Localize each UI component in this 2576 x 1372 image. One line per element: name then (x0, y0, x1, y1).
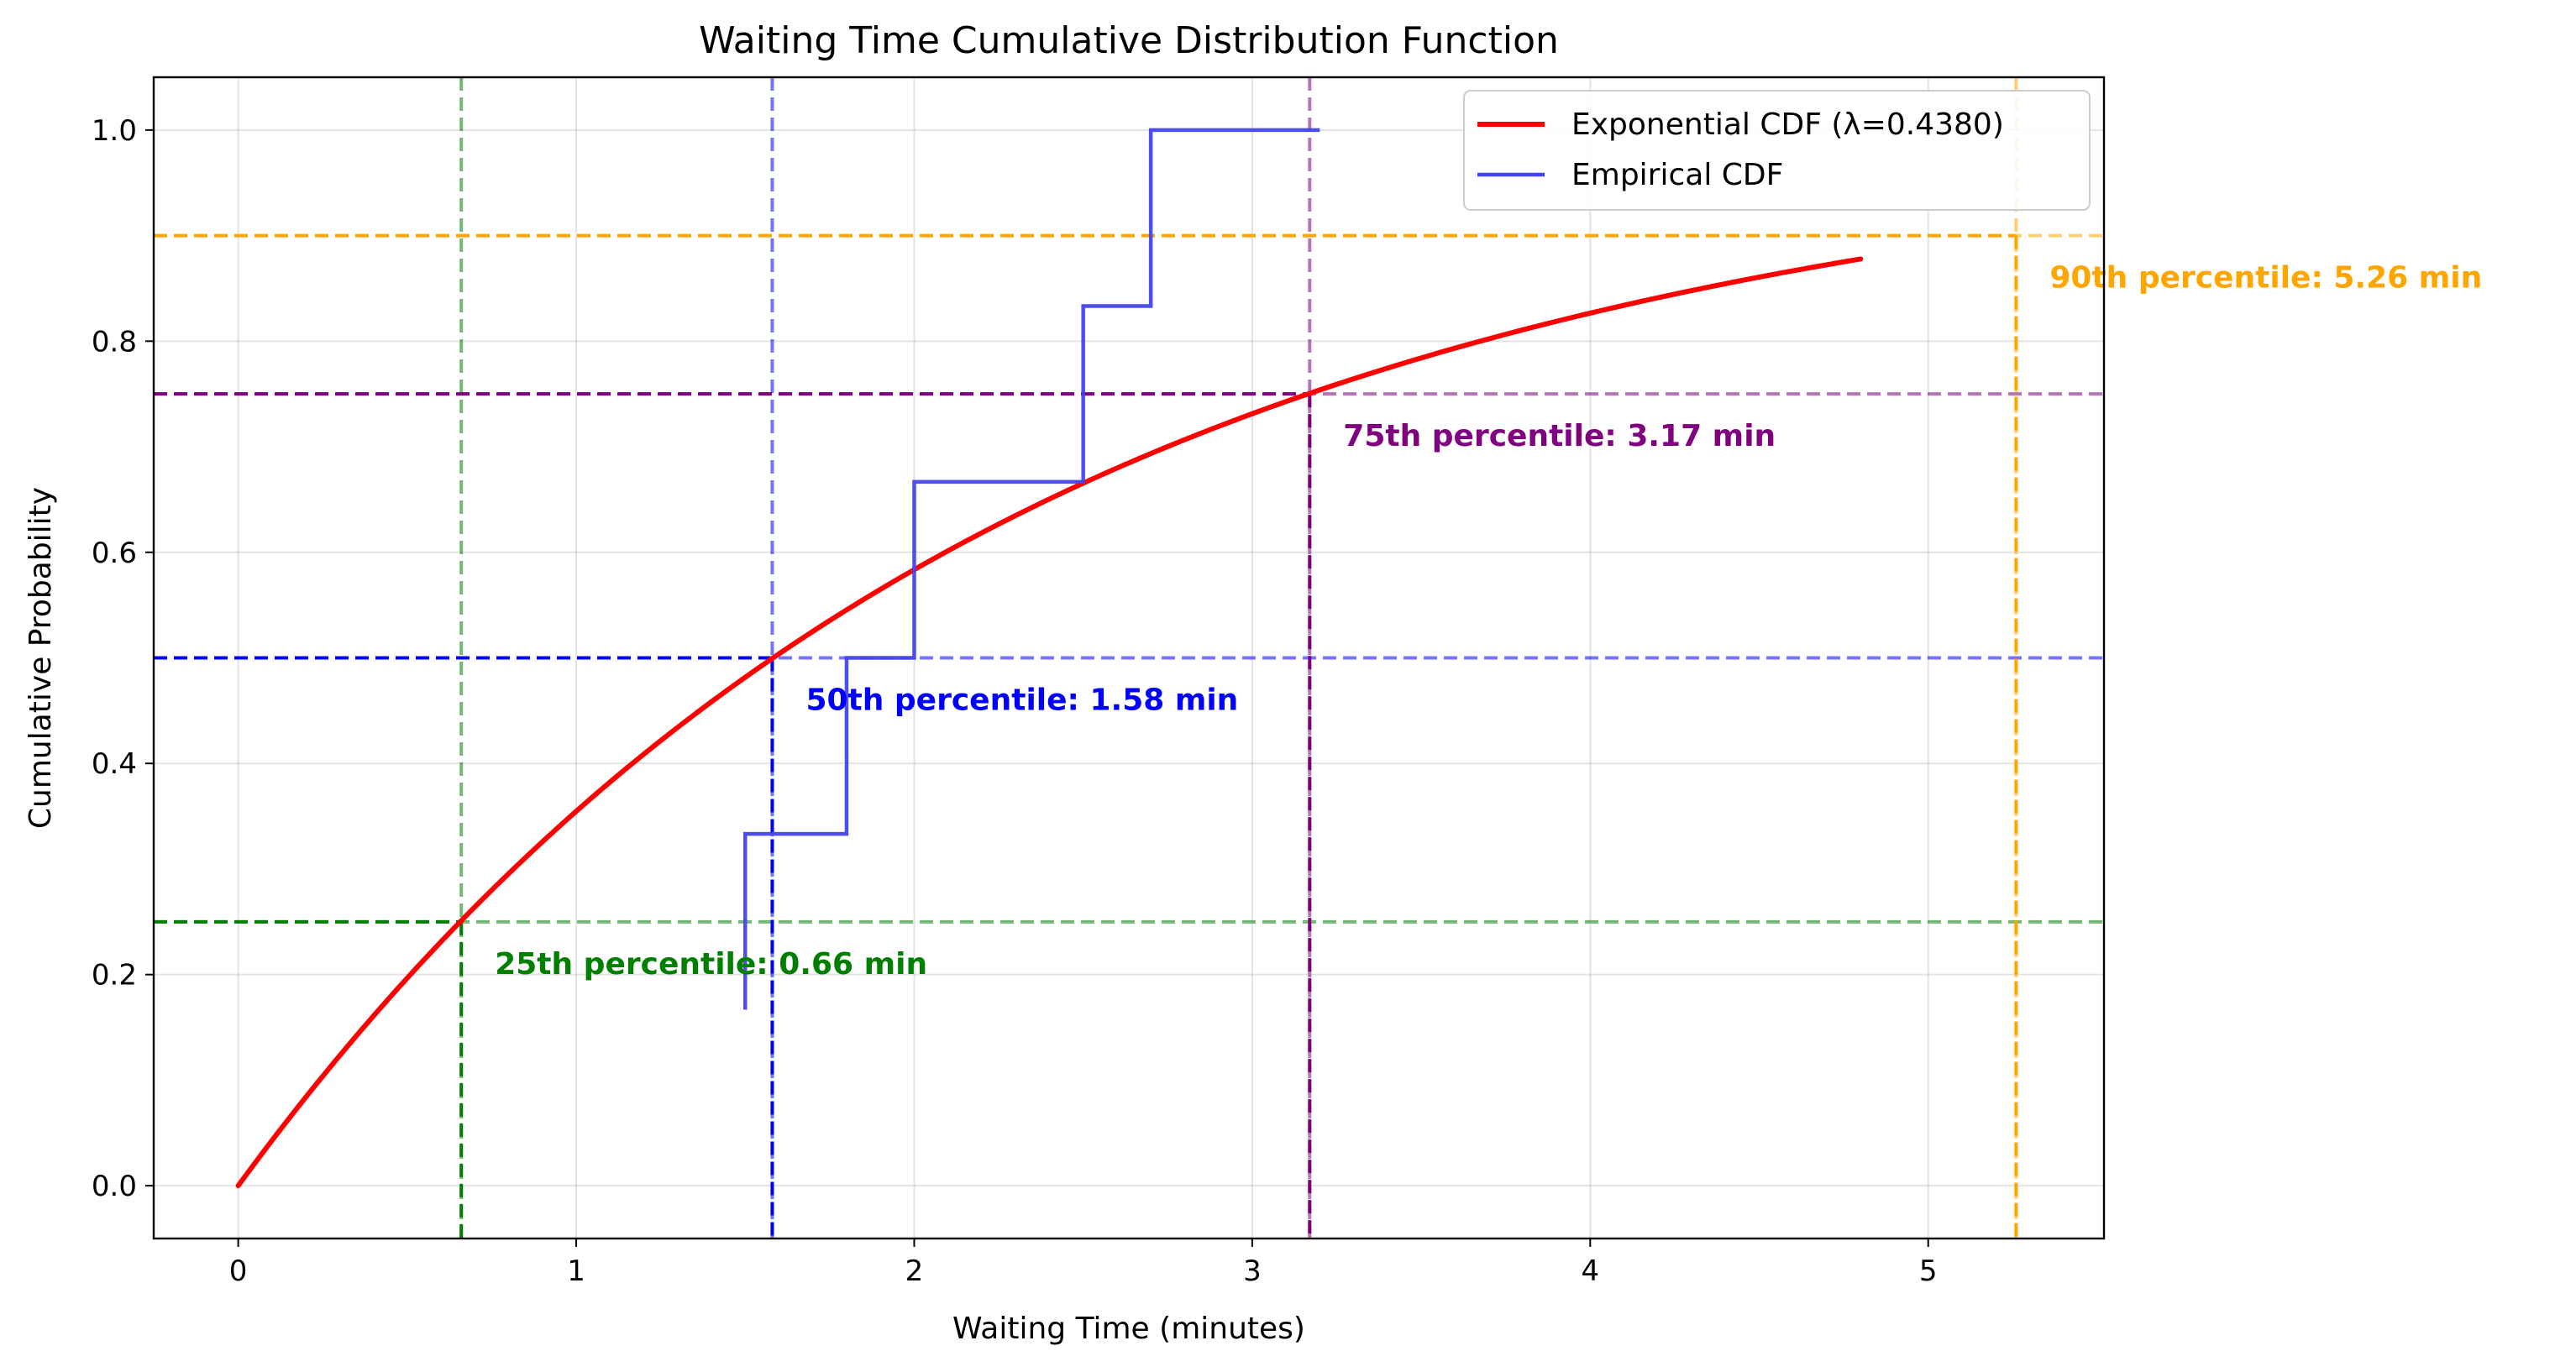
y-tick-label: 0.8 (92, 325, 137, 359)
legend: Exponential CDF (λ=0.4380) Empirical CDF (1463, 90, 2091, 211)
legend-label: Empirical CDF (1571, 158, 1783, 192)
series-layer (235, 128, 1864, 1189)
percentile-annotation: 90th percentile: 5.26 min (2049, 261, 2482, 296)
legend-label: Exponential CDF (λ=0.4380) (1571, 107, 2004, 142)
plot-area-frame (152, 76, 2106, 1240)
y-tick-label: 1.0 (92, 114, 137, 148)
y-tick-label: 0.6 (92, 537, 137, 570)
legend-box (1463, 90, 2091, 211)
percentile-reference-lines (154, 77, 2104, 1238)
exponential-cdf-line (235, 256, 1864, 1189)
percentile-annotation: 25th percentile: 0.66 min (495, 947, 927, 982)
x-tick-label: 1 (567, 1254, 585, 1288)
y-tick-label: 0.0 (92, 1170, 137, 1203)
y-tick-label: 0.4 (92, 747, 137, 781)
x-tick-label: 5 (1919, 1254, 1938, 1288)
percentile-annotations: 25th percentile: 0.66 min 50th percentile… (495, 261, 2482, 982)
y-axis-label: Cumulative Probability (24, 487, 58, 829)
x-tick-label: 3 (1243, 1254, 1262, 1288)
empirical-cdf-line (743, 128, 1320, 1010)
y-tick-label: 0.2 (92, 959, 137, 992)
x-tick-label: 2 (905, 1254, 924, 1288)
chart-title: Waiting Time Cumulative Distribution Fun… (699, 19, 1559, 62)
axis-ticks: 0 1 2 3 4 5 0.0 0.2 0.4 0.6 0.8 1.0 (92, 114, 1938, 1288)
x-tick-label: 4 (1581, 1254, 1599, 1288)
x-axis-label: Waiting Time (minutes) (952, 1312, 1305, 1346)
percentile-annotation: 75th percentile: 3.17 min (1343, 419, 1776, 453)
x-tick-label: 0 (229, 1254, 248, 1288)
percentile-annotation: 50th percentile: 1.58 min (805, 683, 1238, 718)
